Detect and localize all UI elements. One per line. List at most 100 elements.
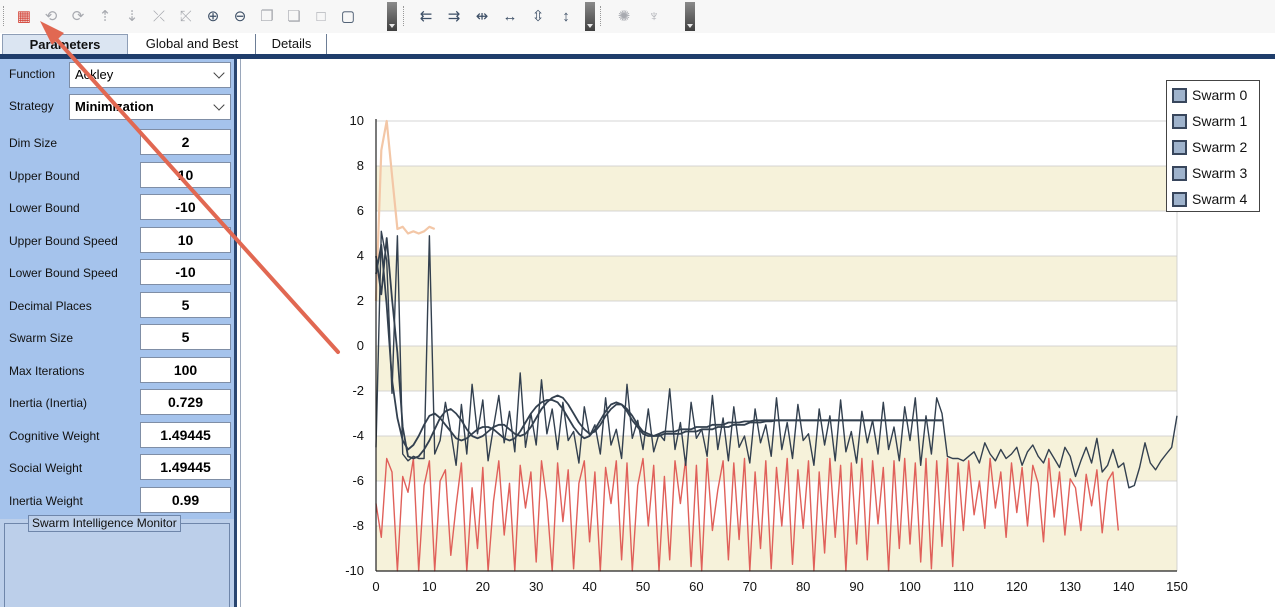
legend-item: Swarm 1 xyxy=(1172,111,1247,131)
param-input[interactable]: 0.729 xyxy=(140,389,231,415)
chevron-down-icon xyxy=(213,99,225,111)
chart-x-tick-label: 120 xyxy=(1006,579,1028,594)
toolbar-grip-3[interactable] xyxy=(600,6,603,26)
chart-x-tick-label: 50 xyxy=(636,579,650,594)
chart-x-tick-label: 130 xyxy=(1059,579,1081,594)
chart-y-tick-label: -4 xyxy=(352,428,364,443)
param-label: Cognitive Weight xyxy=(9,428,100,443)
chart-x-tick-label: 20 xyxy=(476,579,490,594)
param-input[interactable]: -10 xyxy=(140,194,231,220)
chart-x-tick-label: 80 xyxy=(796,579,810,594)
legend-swatch xyxy=(1172,165,1187,181)
param-input[interactable]: 10 xyxy=(140,161,231,188)
expand-horizontal-icon[interactable]: ↔ xyxy=(502,7,518,25)
copy-image-icon[interactable]: ❏ xyxy=(287,7,301,25)
tab-global-and-best[interactable]: Global and Best xyxy=(129,34,256,55)
tab-details[interactable]: Details xyxy=(257,34,327,55)
param-input[interactable]: 0.99 xyxy=(140,486,231,513)
chart-series-line xyxy=(374,119,436,302)
copy-icon[interactable]: ❐ xyxy=(260,7,274,25)
rotate-left-icon[interactable]: ⟲ xyxy=(44,7,58,25)
chart-icon[interactable]: ▦ xyxy=(16,7,32,25)
param-input[interactable]: 1.49445 xyxy=(140,421,231,448)
border-style-icon[interactable]: ▢ xyxy=(340,7,356,25)
rotate-right-icon[interactable]: ⟳ xyxy=(71,7,85,25)
perspective-minus-icon[interactable]: ⤫ xyxy=(152,7,165,25)
chart-x-tick-label: 30 xyxy=(529,579,543,594)
legend-swatch xyxy=(1172,191,1187,207)
expand-vertical-icon[interactable]: ↕ xyxy=(562,7,570,25)
toolbar-overflow-1[interactable] xyxy=(387,2,397,31)
monitor-groupbox xyxy=(4,523,230,607)
legend-item: Swarm 3 xyxy=(1172,163,1247,183)
strategy-select-value: Minimization xyxy=(75,99,154,114)
param-input[interactable]: 5 xyxy=(140,291,231,318)
tilt-down-icon[interactable]: ⇣ xyxy=(125,7,139,25)
legend-label: Swarm 2 xyxy=(1192,139,1248,155)
chart-x-tick-label: 70 xyxy=(743,579,757,594)
chart-series-line xyxy=(375,230,1178,489)
param-label: Social Weight xyxy=(9,461,83,475)
chart-x-tick-label: 90 xyxy=(849,579,863,594)
light-icon[interactable]: ✺ xyxy=(617,7,631,25)
monitor-groupbox-title: Swarm Intelligence Monitor xyxy=(28,515,181,532)
chart-x-tick-label: 40 xyxy=(582,579,596,594)
chart-area[interactable]: 10 8 6 4 2 0 -2 -4 -6 -8 -10 0 10 20 30 40 50 60 70 80 90 100… xyxy=(240,59,1275,607)
chart-legend: Swarm 0 Swarm 1 Swarm 2 Swarm 3 Swarm 4 xyxy=(1166,80,1260,212)
param-input[interactable]: 2 xyxy=(140,129,231,155)
tilt-up-icon[interactable]: ⇡ xyxy=(98,7,112,25)
chart-y-tick-label: 6 xyxy=(357,203,364,218)
param-input[interactable]: 100 xyxy=(140,356,231,383)
param-label: Dim Size xyxy=(9,136,58,150)
legend-item: Swarm 2 xyxy=(1172,137,1247,157)
scroll-left-icon[interactable]: ⇇ xyxy=(419,7,433,25)
param-input[interactable]: 1.49445 xyxy=(140,454,231,480)
param-input[interactable]: 10 xyxy=(140,226,231,253)
strategy-label: Strategy xyxy=(9,99,54,113)
strategy-select[interactable]: Minimization xyxy=(69,94,231,120)
toolbar-grip-2[interactable] xyxy=(403,6,406,26)
chart-x-tick-label: 60 xyxy=(689,579,703,594)
chart-x-tick-label: 140 xyxy=(1113,579,1135,594)
param-label: Max Iterations xyxy=(9,363,85,378)
legend-label: Swarm 3 xyxy=(1192,165,1248,181)
tab-parameters[interactable]: Parameters xyxy=(2,34,128,55)
chart-y-tick-label: 2 xyxy=(357,293,364,308)
chart-toolbar: ▦ ⟲ ⟳ ⇡ ⇣ ⤫ ⤪ ⊕ ⊖ ❐ ❏ □ ▢ ⇇ ⇉ ⇹ ↔ ⇳ ↕ ✺ ♆ xyxy=(0,0,1275,33)
chart-y-tick-label: -6 xyxy=(352,473,364,488)
chart-band xyxy=(376,346,1177,391)
legend-label: Swarm 0 xyxy=(1192,87,1248,103)
chart-y-tick-label: -8 xyxy=(352,518,364,533)
param-input[interactable]: -10 xyxy=(140,259,231,285)
scroll-right-icon[interactable]: ⇉ xyxy=(447,7,461,25)
toolbar-overflow-3[interactable] xyxy=(685,2,695,31)
legend-swatch xyxy=(1172,139,1187,155)
toolbar-grip[interactable] xyxy=(3,6,6,26)
chart-x-tick-label: 100 xyxy=(899,579,921,594)
frame-icon[interactable]: □ xyxy=(316,7,326,25)
chart-y-tick-label: 8 xyxy=(357,158,364,173)
fit-horizontal-icon[interactable]: ⇹ xyxy=(475,7,489,25)
torch-icon[interactable]: ♆ xyxy=(648,7,660,25)
function-label: Function xyxy=(9,67,56,81)
param-label: Inertia Weight xyxy=(9,493,83,508)
zoom-in-icon[interactable]: ⊕ xyxy=(206,7,220,25)
param-input[interactable]: 5 xyxy=(140,324,231,350)
perspective-plus-icon[interactable]: ⤪ xyxy=(179,7,192,25)
chart-y-tick-label: -10 xyxy=(345,563,364,578)
function-select[interactable]: Ackley xyxy=(69,62,231,88)
param-label: Upper Bound Speed xyxy=(9,233,118,248)
chart-y-tick-label: 0 xyxy=(357,338,364,353)
chevron-down-icon xyxy=(213,67,225,79)
zoom-out-icon[interactable]: ⊖ xyxy=(233,7,247,25)
chart-x-tick-label: 150 xyxy=(1166,579,1188,594)
param-label: Lower Bound xyxy=(9,201,80,215)
chart-y-tick-label: -2 xyxy=(352,383,364,398)
legend-item: Swarm 4 xyxy=(1172,189,1247,209)
toolbar-overflow-2[interactable] xyxy=(585,2,595,31)
fit-vertical-icon[interactable]: ⇳ xyxy=(531,7,545,25)
parameters-panel: Function Ackley Strategy Minimization Di… xyxy=(0,59,237,607)
chart-band xyxy=(376,256,1177,301)
